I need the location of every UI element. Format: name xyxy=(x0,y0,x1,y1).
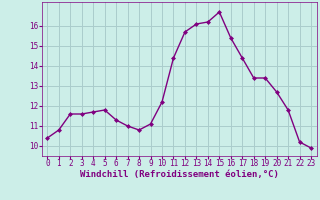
X-axis label: Windchill (Refroidissement éolien,°C): Windchill (Refroidissement éolien,°C) xyxy=(80,170,279,179)
